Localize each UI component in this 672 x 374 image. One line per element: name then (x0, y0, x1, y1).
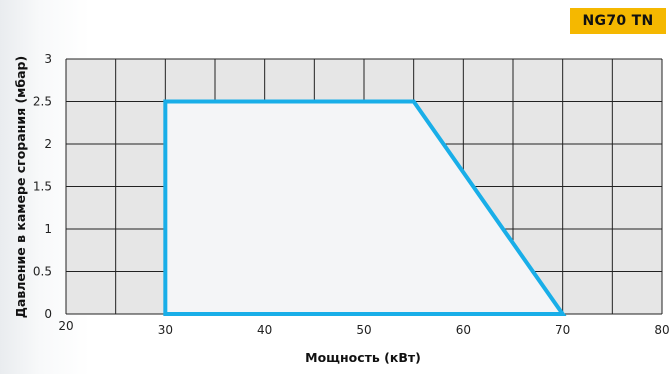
grid-cell (115, 59, 166, 102)
grid-cell (463, 101, 513, 144)
grid-cell (562, 101, 613, 144)
grid-cell (413, 59, 464, 102)
grid-cell (66, 229, 116, 272)
grid-cell (115, 144, 166, 187)
y-tick-label: 0 (44, 307, 52, 321)
grid-cell (115, 271, 166, 314)
x-tick-labels: 20 30 40 50 60 70 80 (58, 319, 669, 337)
grid-cell (165, 59, 215, 102)
x-tick-label: 50 (356, 323, 371, 337)
grid-cell (612, 271, 662, 314)
model-badge: NG70 TN (570, 8, 666, 34)
grid-cell (115, 186, 166, 229)
grid-cell (513, 144, 563, 187)
x-axis-title: Мощность (кВт) (305, 350, 421, 365)
grid-cell (463, 59, 513, 102)
grid-cell (66, 59, 116, 102)
y-axis-title: Давление в камере сгорания (мбар) (13, 56, 28, 318)
grid-cell (612, 101, 662, 144)
y-tick-labels: 0 0.5 1 1.5 2 2.5 3 (33, 52, 52, 321)
grid-cell (562, 271, 613, 314)
grid-cell (463, 144, 513, 187)
y-tick-label: 1.5 (33, 180, 52, 194)
grid-cell (66, 186, 116, 229)
y-tick-label: 2 (44, 137, 52, 151)
grid-cell (513, 101, 563, 144)
grid-cell (612, 59, 662, 102)
y-tick-label: 1 (44, 222, 52, 236)
working-area-layer (163, 99, 567, 316)
grid-cell (364, 59, 414, 102)
grid-cell (612, 229, 662, 272)
grid-cell (562, 59, 613, 102)
grid-cell (264, 59, 315, 102)
grid-cell (612, 144, 662, 187)
grid-cell (115, 229, 166, 272)
x-tick-label: 60 (456, 323, 471, 337)
y-tick-label: 0.5 (33, 265, 52, 279)
grid-cell (513, 59, 563, 102)
x-tick-label: 40 (257, 323, 272, 337)
grid-cell (66, 271, 116, 314)
x-tick-label: 80 (654, 323, 669, 337)
grid-cell (513, 186, 563, 229)
working-area-fill (165, 101, 563, 314)
x-tick-label: 20 (58, 319, 73, 333)
grid-cell (66, 101, 116, 144)
grid-cell (66, 144, 116, 187)
grid-cell (115, 101, 166, 144)
grid-cell (562, 229, 613, 272)
y-tick-label: 3 (44, 52, 52, 66)
grid-cell (215, 59, 265, 102)
grid-cell (314, 59, 364, 102)
x-tick-label: 30 (158, 323, 173, 337)
y-tick-label: 2.5 (33, 95, 52, 109)
grid-cell (562, 144, 613, 187)
grid-cell (612, 186, 662, 229)
x-tick-label: 70 (555, 323, 570, 337)
grid-cell (562, 186, 613, 229)
working-area-outline (163, 99, 567, 316)
